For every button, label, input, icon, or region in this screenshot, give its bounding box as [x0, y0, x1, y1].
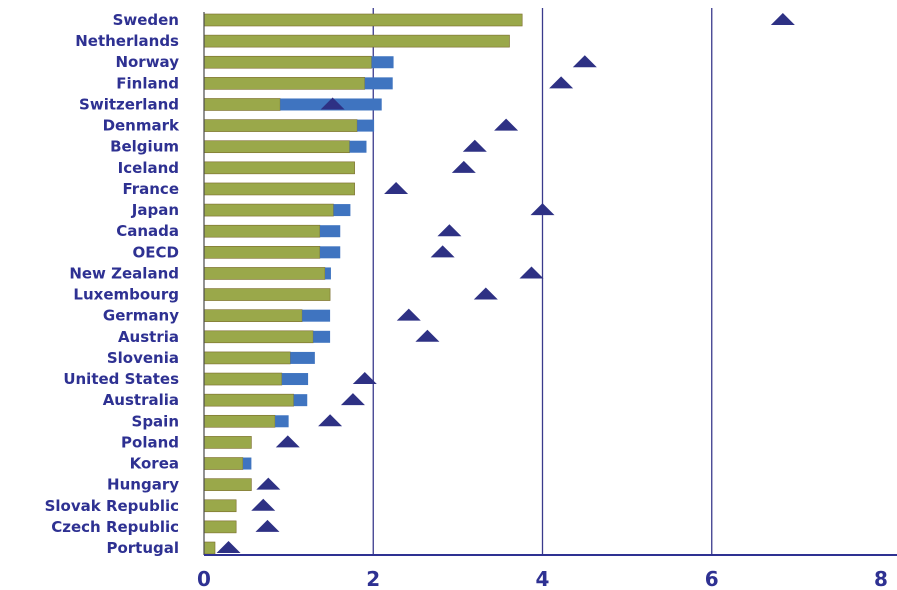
marker-triangle [462, 139, 487, 152]
category-label: Switzerland [79, 95, 179, 113]
category-label: Poland [121, 433, 179, 451]
category-label: Hungary [107, 476, 179, 494]
category-label: Portugal [106, 539, 179, 557]
bar-segment [203, 267, 326, 280]
marker-triangle [256, 477, 281, 490]
category-label: Denmark [103, 117, 180, 135]
category-label: Norway [115, 53, 179, 71]
bar-segment [203, 203, 334, 217]
marker-triangle [572, 55, 597, 68]
bar-segment [371, 56, 394, 69]
bar-segment [313, 330, 331, 343]
bar-segment [203, 119, 358, 132]
bar-segment [325, 267, 331, 280]
marker-triangle [473, 287, 498, 300]
bar-segment [203, 34, 510, 48]
category-label: Belgium [110, 138, 179, 156]
bar-segment [203, 224, 321, 238]
bar-segment [203, 351, 291, 365]
marker-triangle [396, 308, 421, 321]
bar-segment [357, 119, 375, 132]
category-label: Korea [130, 455, 179, 473]
bar-segment [203, 98, 281, 111]
category-label: New Zealand [69, 264, 179, 282]
marker-triangle [352, 372, 377, 385]
category-label: Luxembourg [73, 286, 179, 304]
bar-segment [203, 13, 523, 27]
bar-segment [275, 415, 289, 428]
bar-segment [242, 457, 252, 470]
category-label: Iceland [118, 159, 179, 177]
bar-segment [203, 309, 303, 322]
marker-triangle [340, 393, 365, 406]
marker-triangle [437, 224, 462, 237]
bar-segment [203, 288, 331, 301]
marker-triangle [255, 519, 280, 532]
bar-segment [349, 140, 367, 153]
bar-segment [203, 457, 244, 470]
bar-segment [203, 246, 321, 259]
bar-segment [203, 55, 372, 69]
bar-segment [319, 246, 341, 259]
bar-segment [203, 77, 366, 90]
bar-segment [203, 414, 276, 428]
marker-triangle [251, 498, 276, 511]
bar-segment [203, 140, 350, 154]
bar-segment [203, 161, 355, 175]
category-label: Netherlands [75, 32, 179, 50]
bar-segment [203, 499, 237, 513]
x-tick-label: 2 [366, 567, 380, 590]
category-label: Japan [131, 201, 179, 219]
marker-triangle [549, 76, 574, 89]
bar-segment [290, 351, 315, 364]
category-label: OECD [133, 243, 179, 261]
marker-triangle [530, 203, 555, 216]
bar-segment [203, 478, 252, 491]
category-label: United States [63, 370, 179, 388]
category-label: Slovak Republic [45, 497, 179, 515]
marker-triangle [216, 541, 241, 553]
marker-triangle [275, 435, 300, 448]
category-label: Spain [132, 412, 179, 430]
category-label: Sweden [113, 11, 179, 29]
x-tick-label: 8 [874, 567, 888, 590]
x-tick-label: 4 [536, 567, 550, 590]
marker-triangle [430, 245, 455, 258]
category-label: Czech Republic [51, 518, 179, 536]
marker-triangle [318, 414, 343, 427]
category-label: Austria [118, 328, 179, 346]
marker-triangle [451, 160, 476, 173]
bar-segment [203, 372, 283, 386]
bar-segment [333, 204, 351, 217]
category-label: Germany [103, 307, 179, 325]
marker-triangle [415, 329, 440, 342]
bar-segment [293, 394, 308, 407]
category-label: France [122, 180, 179, 198]
category-label: Canada [116, 222, 179, 240]
x-tick-label: 6 [705, 567, 719, 590]
bar-segment [203, 436, 252, 449]
bar-segment [364, 77, 393, 90]
bar-segment [281, 373, 309, 386]
bar-segment [203, 541, 216, 555]
bar-segment [319, 225, 341, 238]
marker-triangle [494, 118, 519, 131]
marker-triangle [770, 13, 795, 25]
category-label: Australia [103, 391, 179, 409]
category-label: Slovenia [107, 349, 179, 367]
bar-segment [203, 330, 314, 344]
marker-triangle [320, 97, 345, 110]
x-tick-label: 0 [197, 567, 211, 590]
bar-segment [203, 393, 295, 407]
marker-triangle [519, 266, 544, 279]
category-label: Finland [116, 74, 179, 92]
bar-segment [302, 309, 331, 322]
marker-triangle [384, 181, 409, 194]
bar-segment [203, 520, 237, 534]
bar-segment [203, 182, 355, 196]
